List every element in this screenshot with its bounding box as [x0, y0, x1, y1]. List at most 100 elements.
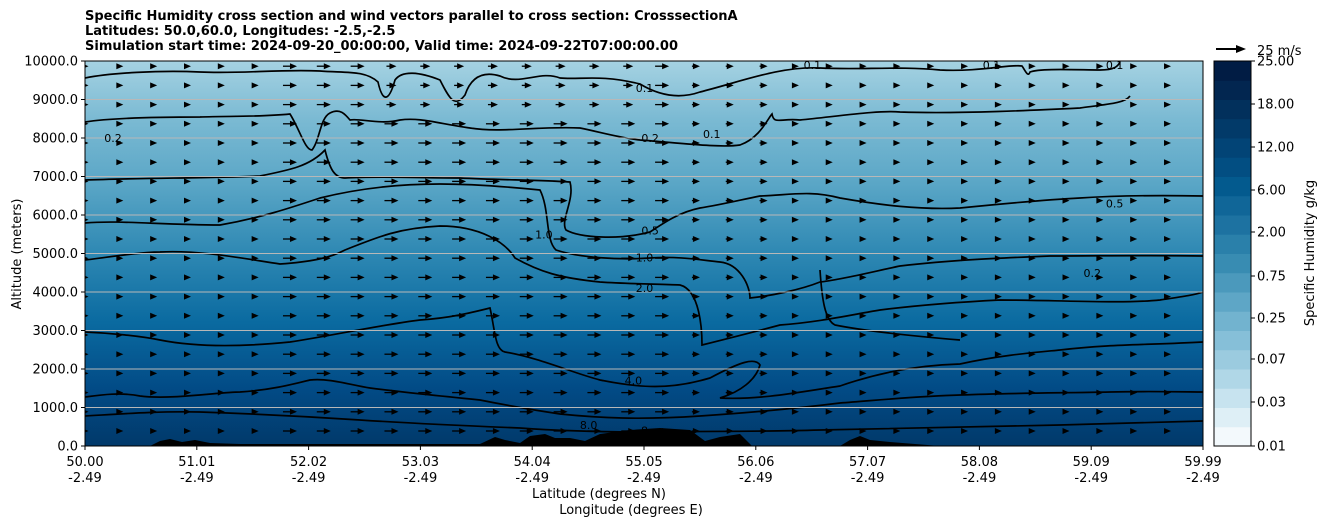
gridlines [85, 99, 1203, 408]
wind-arrow [418, 159, 433, 166]
wind-arrow [1062, 312, 1070, 319]
wind-arrow [418, 197, 433, 204]
wind-arrow [251, 312, 259, 319]
wind-arrow [893, 351, 901, 358]
wind-arrow [150, 351, 158, 358]
wind-arrow [759, 101, 768, 108]
wind-arrow [994, 428, 1002, 434]
x-tick-label-lon: -2.49 [627, 471, 661, 486]
wind-arrow [691, 389, 700, 396]
wind-arrow [1164, 370, 1172, 377]
wind-arrow [927, 370, 935, 377]
wind-arrow [350, 312, 365, 319]
wind-arrow [893, 236, 901, 242]
wind-arrow [282, 312, 297, 319]
wind-arrow [150, 140, 158, 146]
wind-arrow [418, 351, 433, 358]
wind-arrow [85, 64, 89, 68]
wind-arrow [655, 63, 670, 70]
wind-arrow [691, 197, 700, 204]
wind-arrow [655, 159, 670, 166]
wind-arrow [485, 370, 500, 377]
wind-arrow [452, 332, 467, 338]
wind-arrow [116, 159, 124, 166]
wind-arrow [759, 140, 768, 146]
wind-arrow [1062, 428, 1070, 434]
wind-arrow [893, 274, 901, 281]
wind-arrow [519, 428, 534, 434]
wind-arrow [116, 82, 124, 89]
wind-arrow [691, 236, 700, 242]
wind-arrow [1164, 312, 1172, 319]
wind-arrow [452, 120, 467, 127]
wind-arrow [85, 333, 89, 337]
wind-arrow [725, 274, 734, 281]
wind-arrow [521, 82, 532, 89]
wind-arrow [655, 236, 670, 242]
wind-arrow [994, 370, 1002, 377]
wind-arrow [452, 159, 467, 166]
wind-arrow [1164, 332, 1172, 338]
wind-arrow [655, 101, 670, 108]
wind-arrow [1164, 408, 1172, 415]
wind-arrow [350, 63, 365, 70]
colorbar: 0.01 0.03 0.07 0.25 0.75 2.00 6.00 12.00 18.00 25… [1213, 55, 1294, 455]
wind-arrow [759, 197, 768, 204]
wind-arrow [350, 216, 365, 223]
wind-arrow [350, 255, 365, 262]
contour-line [85, 306, 1203, 400]
wind-arrow [621, 389, 636, 396]
wind-arrow [384, 274, 399, 281]
wind-arrow [251, 293, 259, 300]
wind-arrow [725, 255, 734, 262]
wind-arrow [1028, 428, 1036, 434]
wind-arrow [116, 120, 124, 127]
wind-arrow [587, 370, 602, 377]
wind-arrow [555, 82, 566, 89]
wind-arrow [1062, 101, 1070, 108]
wind-arrow [183, 159, 191, 166]
wind-arrow [1062, 236, 1070, 242]
colorbar-band [1214, 426, 1251, 447]
wind-arrow [1130, 82, 1138, 89]
wind-arrow [183, 197, 191, 204]
wind-arrow [350, 178, 365, 185]
wind-arrow [454, 63, 465, 70]
colorbar-tick-label: 25.00 [1257, 55, 1294, 70]
y-tick-label: 9000.0 [33, 93, 79, 108]
x-tick-label-lat: 59.09 [1073, 455, 1110, 470]
x-tick-label-lat: 53.03 [402, 455, 439, 470]
wind-arrow [350, 120, 365, 127]
wind-arrow [1130, 428, 1138, 434]
wind-arrow [587, 293, 602, 300]
wind-arrow [282, 389, 297, 396]
wind-arrow [621, 140, 636, 146]
wind-arrow [1028, 101, 1036, 108]
wind-arrow [621, 274, 636, 281]
wind-arrow [217, 293, 225, 300]
wind-arrow [485, 408, 500, 415]
wind-arrow [282, 216, 297, 223]
wind-arrow [282, 140, 297, 146]
wind-arrow [893, 101, 901, 108]
wind-arrow [452, 178, 467, 185]
wind-arrow [587, 332, 602, 338]
wind-arrow [384, 332, 399, 338]
wind-arrow [725, 101, 734, 108]
x-tick-label-lon: -2.49 [68, 471, 102, 486]
wind-arrow [893, 197, 901, 204]
colorbar-band [1214, 253, 1251, 274]
contour-label: 0.2 [641, 132, 659, 145]
wind-arrow [759, 178, 768, 185]
wind-arrow [791, 140, 799, 146]
wind-arrow [183, 274, 191, 281]
wind-arrow [791, 82, 799, 89]
wind-arrow [150, 216, 158, 223]
wind-arrow [621, 159, 636, 166]
wind-arrow [859, 274, 867, 281]
x-tick-label-lat: 59.99 [1184, 455, 1221, 470]
wind-arrow [350, 236, 365, 242]
wind-arrow [316, 389, 331, 396]
wind-arrow [927, 236, 935, 242]
wind-arrow [691, 370, 700, 377]
